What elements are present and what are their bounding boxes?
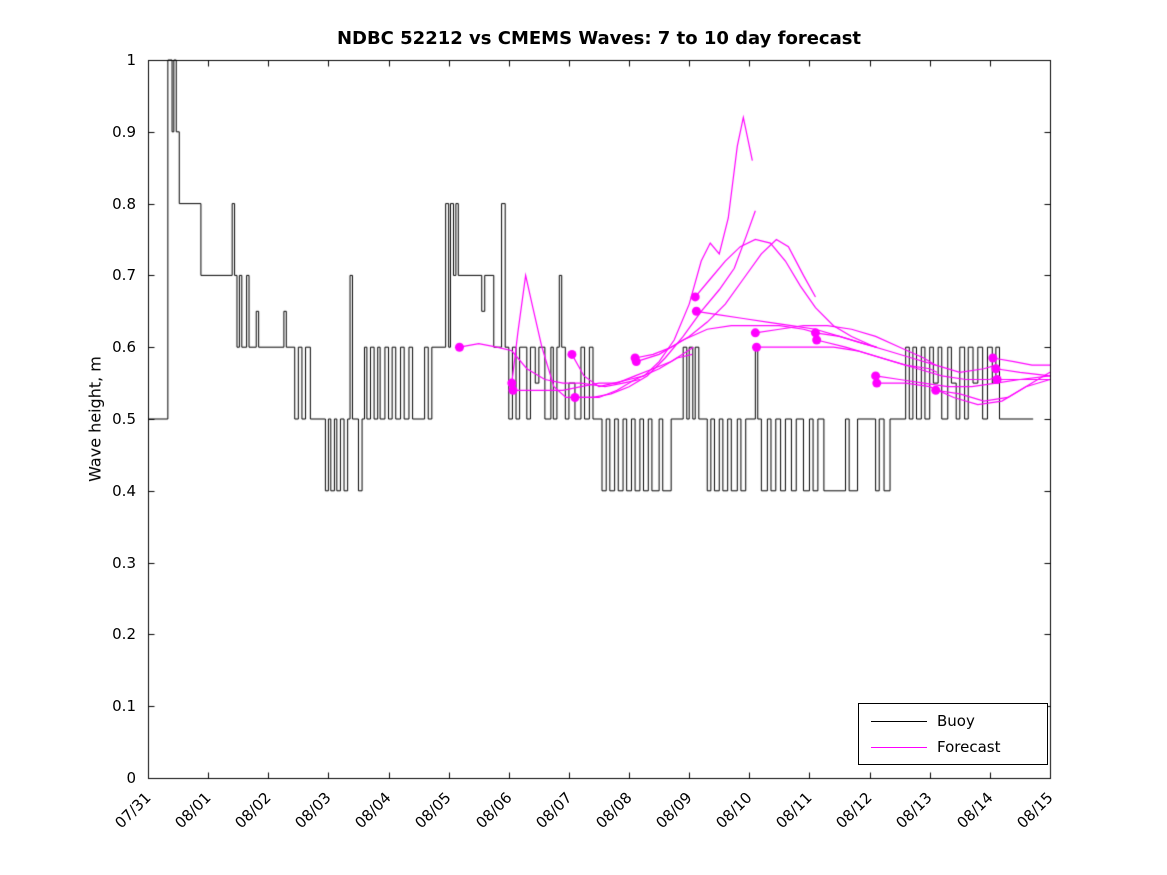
y-tick-label: 0.3 [112,553,136,572]
y-tick-label: 0 [126,769,136,787]
y-tick-label: 0.4 [112,481,136,500]
chart-title: NDBC 52212 vs CMEMS Waves: 7 to 10 day f… [336,28,862,49]
legend-label-forecast: Forecast [937,738,1001,756]
y-tick-label: 0.8 [112,194,136,213]
y-tick-label: 0.7 [112,266,136,285]
forecast-line-swatch [871,746,927,748]
legend: Buoy Forecast [858,703,1048,765]
buoy-line-swatch [871,720,927,722]
y-tick-label: 0.1 [112,697,136,716]
y-tick-label: 0.2 [112,625,136,644]
y-tick-label: 0.6 [112,338,136,357]
legend-label-buoy: Buoy [937,712,975,730]
y-tick-label: 0.9 [112,122,136,141]
legend-entry-forecast: Forecast [859,738,1047,756]
legend-entry-buoy: Buoy [859,712,1047,730]
y-tick-label: 1 [126,51,136,69]
y-tick-label: 0.5 [112,410,136,428]
